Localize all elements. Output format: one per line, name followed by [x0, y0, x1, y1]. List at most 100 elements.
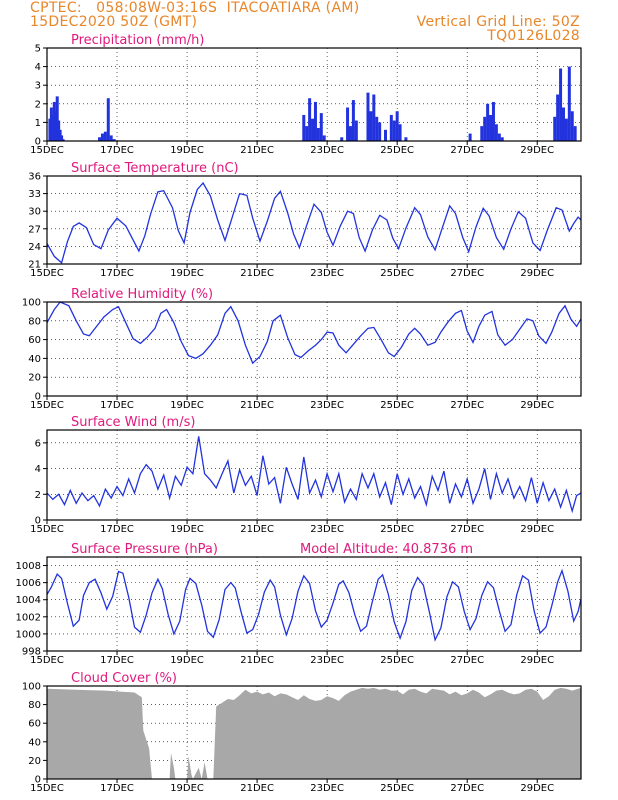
y-tick-label: 21 [28, 260, 41, 271]
precip-bar [348, 126, 352, 141]
x-tick-label: 27DEC [450, 783, 484, 794]
y-tick-label: 3 [35, 81, 41, 92]
y-tick-label: 33 [28, 189, 41, 200]
x-tick-label: 17DEC [100, 268, 134, 279]
precip-bar [351, 100, 355, 141]
precip-bar [556, 94, 560, 141]
y-tick-label: 1008 [16, 561, 41, 572]
precip-bar [480, 126, 484, 141]
y-tick-label: 60 [28, 719, 41, 730]
y-tick-label: 24 [28, 242, 41, 253]
x-tick-label: 21DEC [240, 524, 274, 535]
precip-bar [100, 133, 104, 141]
plot-frame [46, 685, 582, 780]
x-tick-label: 15DEC [30, 655, 64, 666]
y-tick-label: 2 [35, 490, 41, 501]
x-tick-label: 27DEC [450, 268, 484, 279]
precip-bar [375, 116, 379, 141]
x-tick-label: 21DEC [240, 145, 274, 156]
x-tick-label: 17DEC [100, 400, 134, 411]
series-line [46, 301, 582, 365]
precip-bar [109, 135, 113, 141]
header-model-id: TQ0126L028 [487, 28, 580, 44]
x-tick-label: 17DEC [100, 145, 134, 156]
precip-bar [383, 129, 387, 141]
x-tick-label: 23DEC [310, 783, 344, 794]
y-tick-label: 0 [35, 137, 41, 148]
panel-title: Surface Temperature (nC) [71, 161, 239, 176]
precip-bar [354, 120, 358, 141]
x-tick-label: 19DEC [170, 783, 204, 794]
x-tick-label: 17DEC [100, 783, 134, 794]
series-line [46, 436, 582, 514]
y-tick-label: 4 [35, 464, 41, 475]
x-tick-label: 27DEC [450, 524, 484, 535]
precip-bar [489, 114, 493, 141]
panel-6: 0 20 40 60 80 100 15DEC 17DEC 19DEC 21DEC 23DEC 25D… [22, 671, 582, 794]
x-tick-label: 25DEC [380, 655, 414, 666]
y-tick-label: 30 [28, 207, 41, 218]
x-tick-label: 29DEC [520, 655, 554, 666]
panel-title: Surface Pressure (hPa) [71, 542, 218, 557]
x-tick-label: 19DEC [170, 400, 204, 411]
precip-bar [553, 116, 557, 141]
x-tick-label: 29DEC [520, 145, 554, 156]
x-tick-label: 27DEC [450, 655, 484, 666]
precip-bar [404, 137, 408, 141]
plot-frame [46, 47, 582, 142]
x-tick-label: 17DEC [100, 524, 134, 535]
plot-frame [46, 175, 582, 265]
precip-bar [103, 131, 107, 141]
precip-bar [319, 113, 323, 141]
x-tick-label: 15DEC [30, 524, 64, 535]
y-tick-label: 100 [22, 682, 41, 693]
x-tick-label: 23DEC [310, 400, 344, 411]
y-tick-label: 1004 [16, 595, 41, 606]
precip-bar [60, 135, 64, 141]
panel-title: Surface Wind (m/s) [71, 415, 195, 430]
plot-frame [46, 301, 582, 397]
precip-bar [392, 120, 396, 141]
y-tick-label: 40 [28, 354, 41, 365]
panel-1: 0 1 2 3 4 5 15DEC 17DEC 19DEC 21DEC 23DEC 25DEC 27DE… [30, 33, 582, 156]
x-tick-label: 27DEC [450, 145, 484, 156]
x-tick-label: 25DEC [380, 400, 414, 411]
x-tick-label: 25DEC [380, 145, 414, 156]
precip-bar [500, 137, 504, 141]
precip-bar [378, 122, 382, 141]
x-tick-label: 17DEC [100, 655, 134, 666]
precip-bar [55, 96, 59, 141]
x-tick-label: 25DEC [380, 524, 414, 535]
y-tick-label: 80 [28, 316, 41, 327]
y-tick-label: 1002 [16, 612, 41, 623]
precip-bar [112, 139, 116, 141]
x-tick-label: 25DEC [380, 268, 414, 279]
x-tick-label: 19DEC [170, 524, 204, 535]
x-tick-label: 23DEC [310, 145, 344, 156]
precip-bar [311, 118, 315, 141]
precip-bar [372, 94, 376, 141]
x-tick-label: 29DEC [520, 783, 554, 794]
precip-bar [483, 116, 487, 141]
x-tick-label: 19DEC [170, 268, 204, 279]
header-grid-info: Vertical Grid Line: 50Z [416, 14, 580, 30]
precip-bar [316, 127, 320, 141]
x-tick-label: 15DEC [30, 268, 64, 279]
series-line [46, 568, 582, 642]
panel-4: 0 2 4 6 15DEC 17DEC 19DEC 21DEC 23DEC 25DEC 27DEC 2… [30, 415, 582, 535]
precip-bar [567, 66, 571, 141]
precip-bar [491, 101, 495, 141]
y-tick-label: 20 [28, 373, 41, 384]
x-tick-label: 29DEC [520, 268, 554, 279]
x-tick-label: 25DEC [380, 783, 414, 794]
panel-title: Relative Humidity (%) [71, 287, 213, 302]
x-tick-label: 23DEC [310, 524, 344, 535]
y-tick-label: 4 [35, 62, 41, 73]
precip-bar [559, 68, 563, 141]
y-tick-label: 5 [35, 44, 41, 55]
precip-bar [302, 114, 306, 141]
panel-annotation: Model Altitude: 40.8736 m [300, 542, 473, 557]
y-tick-label: 1000 [16, 629, 41, 640]
precip-bar [308, 98, 312, 141]
